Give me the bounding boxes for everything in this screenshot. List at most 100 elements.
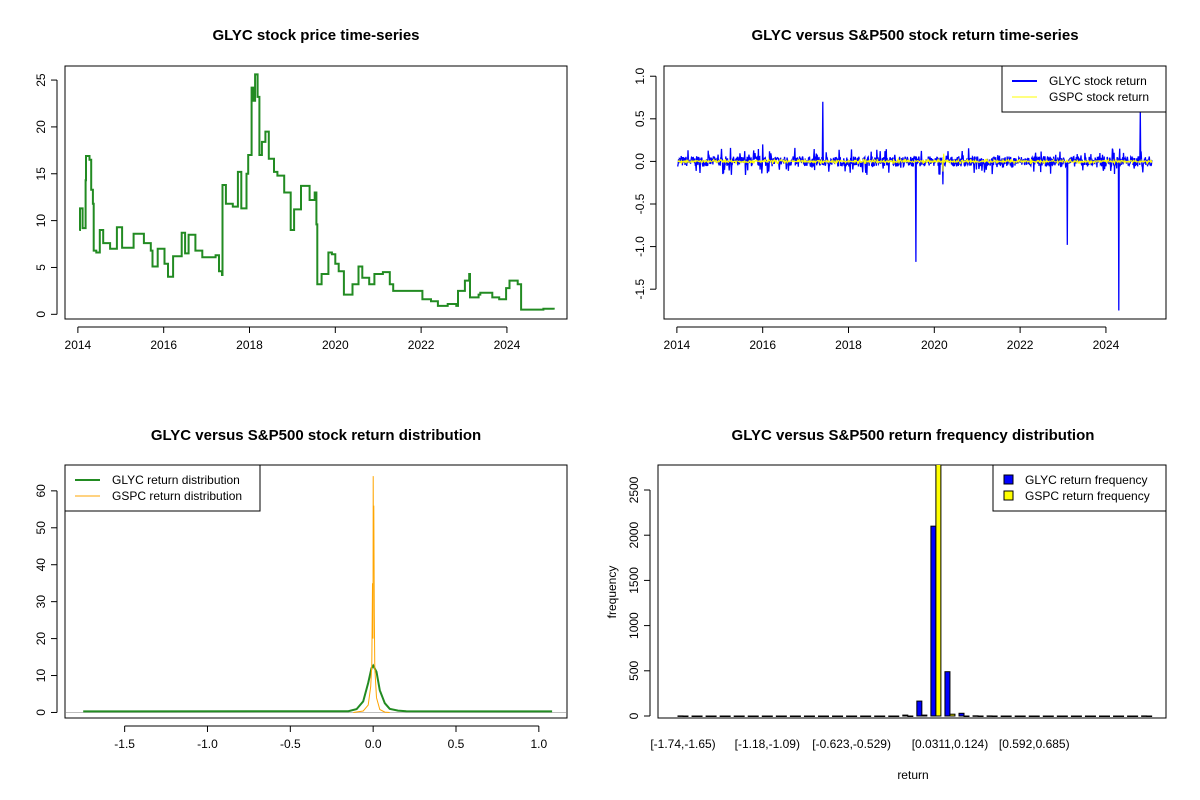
bars [677,465,1153,717]
glyc-frequency-bar [1056,715,1063,717]
glyc-frequency-bar [958,712,965,717]
chart-title-price: GLYC stock price time-series [212,27,419,44]
glyc-frequency-bar [705,715,712,717]
y-tick-label: 20 [34,120,48,134]
glyc-frequency-bar [1000,715,1007,717]
y-tick-label: 0 [627,712,641,719]
y-tick-label: 15 [34,167,48,181]
price-chart: 2014 2016 2018 2020 2022 2024 0 5 10 15 20 25 [34,65,568,352]
gspc-frequency-bar [907,715,914,717]
glyc-frequency-bar [1099,715,1105,717]
gspc-frequency-bar [780,715,787,717]
legend-label: GSPC return distribution [112,489,242,503]
gspc-frequency-bar [1075,715,1082,717]
y-tick-label: 500 [627,660,641,680]
gspc-frequency-bar [935,465,942,717]
y-tick-label: 60 [34,484,48,498]
glyc-frequency-bar [1028,715,1035,717]
legend-label: GSPC stock return [1049,90,1149,104]
legend-box [992,464,1167,512]
y-tick-label: 50 [34,521,48,535]
glyc-frequency-bar [1141,715,1148,717]
glyc-frequency-bar [874,715,881,717]
glyc-frequency-bar [677,715,684,717]
legend-box [64,464,261,512]
y-tick-label: 40 [34,558,48,572]
gspc-frequency-bar [1019,715,1026,717]
x-tick-label: 2018 [835,338,862,352]
x-tick-label: 2014 [65,338,92,352]
y-tick-label: 0.5 [633,110,647,127]
glyc-frequency-bar [832,715,839,717]
x-category-label: [0.592,0.685) [999,737,1070,751]
y-tick-label: 2000 [627,522,641,549]
legend-label: GLYC return frequency [1025,473,1148,487]
plot-frame [663,65,1167,320]
gspc-frequency-bar [808,715,815,717]
gspc-frequency-bar [851,715,858,717]
legend-label: GLYC return distribution [112,473,240,487]
glyc-return-line [677,101,1153,311]
glyc-frequency-bar [761,715,768,717]
x-tick-label: 2020 [322,338,349,352]
glyc-frequency-bar [747,715,754,717]
gspc-frequency-bar [977,715,984,717]
glyc-frequency-bar [1042,715,1049,717]
frequency-chart: 0 500 1000 1500 2000 2500 [-1.74,-1.65) [-1.18,… [627,464,1167,751]
gspc-frequency-bar [1047,715,1054,717]
y-tick-label: 1500 [627,567,641,594]
gspc-frequency-bar [823,715,829,717]
gspc-frequency-bar [1118,715,1125,717]
x-tick-label: 2024 [1093,338,1120,352]
gspc-frequency-bar [879,715,886,717]
y-tick-label: 1.0 [633,68,647,85]
legend-label: GSPC return frequency [1025,489,1150,503]
gspc-frequency-bar [1005,715,1012,717]
x-tick-label: 2018 [236,338,263,352]
glyc-frequency-bar [789,715,796,717]
glyc-frequency-bar [691,715,698,717]
y-tick-label: 25 [34,73,48,87]
gspc-frequency-bar [752,715,759,717]
x-tick-label: -0.5 [280,737,301,751]
chart-title-distribution: GLYC versus S&P500 stock return distribu… [151,427,481,444]
gspc-frequency-bar [1132,715,1139,717]
glyc-frequency-bar [930,525,937,717]
x-tick-label: 2022 [408,338,435,352]
gspc-frequency-bar [1033,715,1040,717]
y-tick-label: 10 [34,214,48,228]
glyc-frequency-bar [986,715,993,717]
chart-title-returns: GLYC versus S&P500 stock return time-ser… [751,27,1078,44]
gspc-frequency-bar [1089,715,1096,717]
gspc-density-line [353,476,390,713]
x-tick-label: 0.5 [448,737,465,751]
y-tick-label: 0.0 [633,153,647,170]
returns-chart: 2014 2016 2018 2020 2022 2024 1.0 0.5 0.0 -0.5 -1.… [633,65,1167,352]
chart-title-frequency: GLYC versus S&P500 return frequency dist… [732,427,1095,444]
y-tick-label: -0.5 [633,193,647,214]
glyc-frequency-bar [719,715,726,717]
legend-fill-swatch [1003,474,1014,485]
gspc-frequency-bar [766,715,773,717]
x-tick-label: 1.0 [530,737,547,751]
x-category-label: [0.0311,0.124) [912,737,989,751]
x-axis-label-return: return [897,768,928,782]
y-axis-label-frequency: frequency [605,566,619,619]
y-tick-label: 2500 [627,476,641,503]
gspc-frequency-bar [1104,715,1110,717]
x-category-label: [-1.74,-1.65) [650,737,715,751]
glyc-frequency-bar [916,700,923,717]
legend-box [1001,65,1167,113]
x-category-label: [-0.623,-0.529) [812,737,891,751]
gspc-frequency-bar [794,715,801,717]
glyc-frequency-bar [1070,715,1077,717]
glyc-frequency-bar [1014,715,1021,717]
x-tick-label: 2022 [1007,338,1034,352]
glyc-frequency-bar [888,715,895,717]
glyc-frequency-bar [1113,715,1120,717]
x-tick-label: 2020 [921,338,948,352]
x-tick-label: -1.0 [197,737,218,751]
gspc-frequency-bar [1061,715,1068,717]
